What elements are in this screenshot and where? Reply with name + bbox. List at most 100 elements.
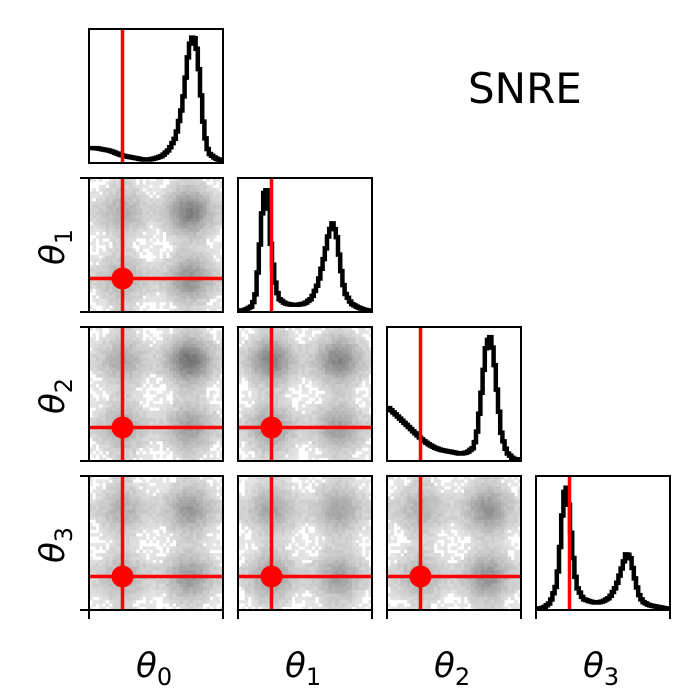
density-cell — [278, 447, 282, 452]
density-cell — [105, 586, 110, 591]
density-cell — [216, 291, 220, 296]
density-cell — [115, 387, 120, 391]
density-cell — [142, 593, 147, 597]
density-cell — [368, 350, 373, 355]
density-cell — [258, 434, 262, 438]
density-cell — [169, 377, 174, 381]
density-cell — [182, 404, 187, 408]
density-cell — [162, 298, 167, 303]
density-cell — [132, 218, 137, 222]
density-cell — [271, 343, 276, 348]
density-cell — [284, 427, 289, 432]
density-cell — [179, 444, 184, 448]
density-cell — [112, 285, 117, 289]
density-cell — [321, 387, 326, 391]
density-cell — [355, 380, 359, 385]
density-cell — [145, 298, 150, 303]
density-cell — [145, 502, 150, 507]
density-cell — [244, 377, 249, 381]
density-cell — [196, 214, 200, 219]
density-cell — [112, 549, 117, 554]
density-cell — [341, 357, 346, 361]
density-cell — [338, 430, 343, 435]
density-cell — [169, 414, 174, 418]
density-cell — [105, 340, 110, 345]
density-cell — [254, 370, 259, 375]
density-cell — [122, 486, 127, 490]
density-cell — [202, 241, 207, 246]
density-cell — [125, 606, 130, 611]
density-cell — [328, 450, 333, 455]
density-cell — [135, 337, 140, 341]
density-cell — [238, 347, 242, 351]
density-cell — [125, 586, 130, 591]
density-cell — [132, 583, 137, 587]
density-cell — [95, 367, 100, 371]
density-cell — [365, 427, 369, 432]
density-cell — [199, 333, 204, 338]
density-cell — [325, 357, 329, 361]
density-cell — [345, 404, 349, 408]
density-cell — [308, 350, 312, 355]
density-cell — [294, 377, 299, 381]
density-cell — [112, 188, 117, 192]
density-cell — [318, 404, 323, 408]
density-cell — [199, 414, 204, 418]
density-cell — [89, 343, 93, 348]
density-cell — [109, 295, 113, 299]
density-cell — [202, 305, 207, 309]
density-cell — [216, 447, 220, 452]
density-cell — [308, 444, 312, 448]
density-cell — [92, 404, 96, 408]
density-cell — [95, 291, 100, 296]
density-cell — [149, 268, 153, 273]
density-cell — [102, 492, 107, 497]
density-cell — [209, 258, 214, 263]
density-cell — [122, 397, 127, 401]
density-cell — [318, 387, 323, 391]
density-cell — [166, 430, 170, 435]
density-cell — [244, 373, 249, 378]
density-cell — [325, 340, 329, 345]
density-cell — [216, 360, 220, 365]
density-cell — [261, 347, 266, 351]
density-cell — [358, 327, 363, 331]
density-cell — [156, 204, 160, 209]
density-cell — [115, 291, 120, 296]
density-cell — [132, 596, 137, 601]
density-cell — [315, 414, 319, 418]
density-cell — [206, 248, 210, 252]
density-cell — [305, 397, 309, 401]
density-cell — [311, 327, 316, 331]
density-cell — [358, 373, 363, 378]
density-cell — [115, 251, 120, 256]
density-cell — [132, 221, 137, 226]
density-cell — [345, 380, 349, 385]
density-cell — [162, 295, 167, 299]
density-cell — [241, 427, 245, 432]
density-cell — [192, 201, 197, 206]
density-cell — [149, 285, 153, 289]
density-cell — [248, 387, 252, 391]
density-cell — [125, 251, 130, 256]
density-cell — [328, 360, 333, 365]
density-cell — [361, 360, 366, 365]
density-cell — [264, 454, 269, 458]
density-cell — [166, 427, 170, 432]
density-cell — [102, 499, 107, 504]
density-cell — [365, 410, 369, 415]
density-cell — [109, 298, 113, 303]
density-cell — [112, 248, 117, 252]
density-cell — [248, 444, 252, 448]
density-cell — [341, 457, 346, 462]
density-cell — [179, 440, 184, 445]
density-cell — [199, 440, 204, 445]
density-cell — [199, 420, 204, 425]
density-cell — [169, 281, 174, 286]
density-cell — [92, 506, 96, 510]
density-cell — [115, 301, 120, 306]
density-cell — [176, 330, 180, 334]
density-cell — [271, 373, 276, 378]
density-cell — [264, 397, 269, 401]
density-cell — [145, 569, 150, 574]
